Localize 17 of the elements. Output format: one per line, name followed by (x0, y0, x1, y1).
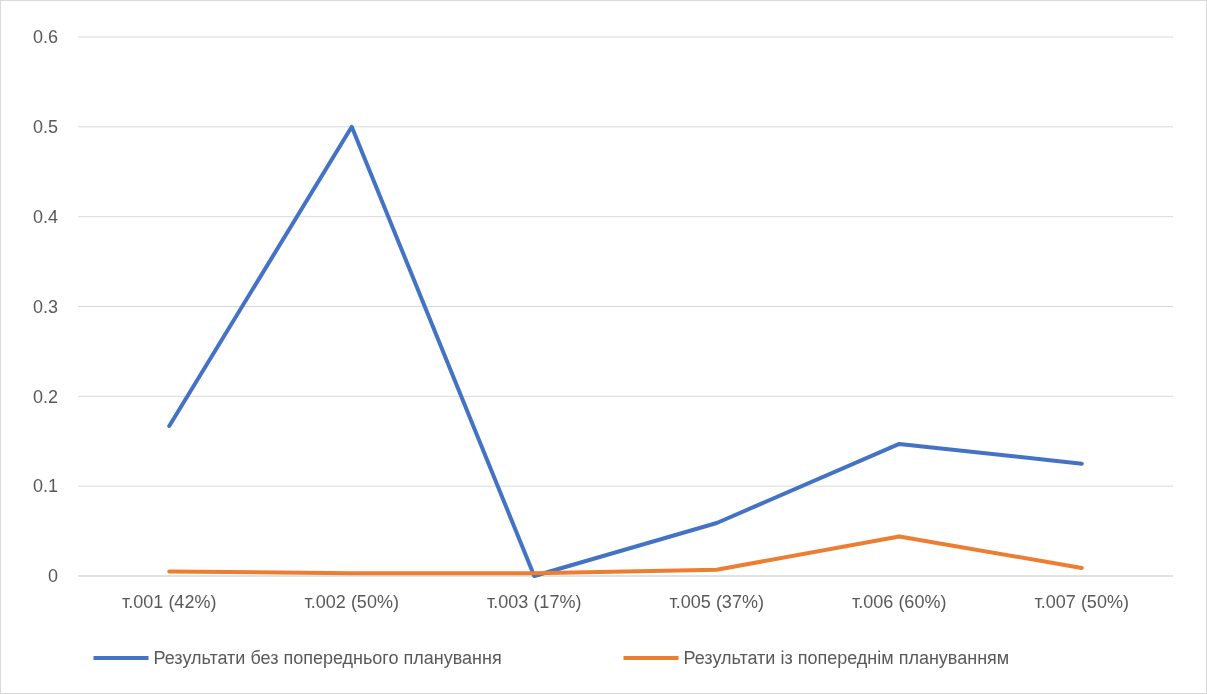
y-tick-label: 0.1 (32, 476, 58, 497)
x-tick-label: т.002 (50%) (304, 592, 399, 612)
x-tick-label: т.006 (60%) (852, 592, 947, 612)
y-tick-label: 0 (47, 566, 58, 587)
y-tick-label: 0.4 (32, 206, 58, 227)
y-tick-label: 0.3 (32, 296, 58, 317)
legend-label: Результати із попереднім плануванням (683, 648, 1010, 669)
x-tick-label: т.001 (42%) (122, 592, 217, 612)
line-series (167, 124, 1084, 578)
x-tick-label: т.007 (50%) (1034, 592, 1129, 612)
legend-label: Результати без попереднього планування (153, 648, 502, 669)
y-tick-label: 0.6 (32, 27, 58, 48)
y-tick-label: 0.5 (32, 117, 58, 138)
line-series (167, 534, 1084, 576)
x-tick-label: т.005 (37%) (669, 592, 764, 612)
x-tick-label: т.003 (17%) (487, 592, 582, 612)
y-tick-label: 0.2 (32, 386, 58, 407)
